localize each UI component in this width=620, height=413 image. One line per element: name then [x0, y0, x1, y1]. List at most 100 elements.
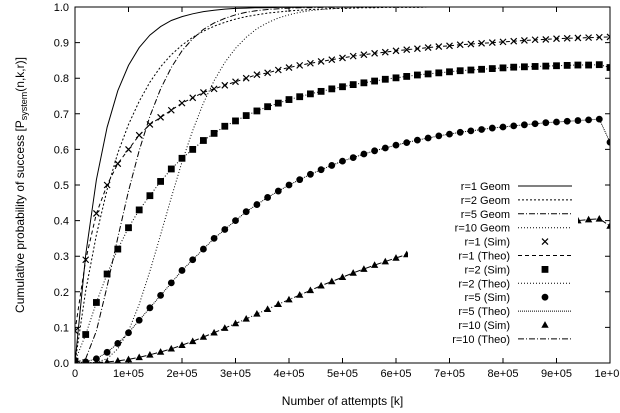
legend-label: r=5 (Sim) — [464, 292, 510, 304]
data-point-r-1-sim — [585, 34, 593, 42]
legend-item: r=10 (Sim) — [458, 320, 549, 332]
legend-item: r=2 (Sim) — [464, 264, 549, 276]
data-point-r-2-sim — [264, 103, 272, 111]
legend-label: r=5 (Theo) — [458, 306, 510, 318]
data-point-r-2-sim — [103, 270, 111, 278]
data-point-r-5-sim — [413, 136, 421, 144]
data-point-r-2-sim — [349, 81, 357, 89]
y-tick-label: 1.0 — [54, 2, 69, 14]
legend-item: r=10 Geom — [455, 223, 572, 235]
data-point-r-2-sim — [542, 62, 550, 70]
data-point-r-2-sim — [403, 73, 411, 80]
data-point-r-2-sim — [467, 66, 475, 74]
data-point-r-2-sim — [93, 299, 100, 306]
data-point-r-2-sim — [574, 61, 582, 69]
data-point-r-1-sim — [232, 78, 239, 86]
series-r-10-theo — [75, 218, 610, 363]
legend-label: r=10 Geom — [455, 223, 510, 235]
series-line-r-5-theo — [75, 118, 610, 363]
legend-label: r=1 Geom — [461, 181, 510, 193]
legend-label: r=2 (Theo) — [458, 278, 510, 290]
y-axis-label-tail: (n,k,r)] — [13, 57, 27, 92]
data-point-r-5-sim — [392, 141, 400, 149]
legend-item: r=5 Geom — [461, 209, 572, 221]
y-axis-label-subscript: system — [19, 92, 29, 121]
legend-label: r=5 Geom — [461, 209, 510, 221]
y-tick-label: 0.1 — [54, 322, 69, 334]
series-line-r-10-theo — [75, 218, 610, 363]
data-point-r-5-sim — [296, 176, 304, 184]
x-tick-label: 7e+05 — [434, 368, 465, 380]
legend-label: r=10 (Sim) — [458, 320, 510, 332]
x-tick-label: 4e+05 — [274, 368, 305, 380]
x-axis-label: Number of attempts [k] — [282, 394, 403, 408]
data-point-r-5-sim — [178, 267, 186, 274]
data-point-r-10-sim — [296, 291, 304, 298]
legend-label: r=1 (Sim) — [464, 237, 510, 249]
x-tick-label: 9e+05 — [541, 368, 572, 380]
legend-item: r=5 (Sim) — [464, 292, 549, 304]
data-point-r-1-sim — [167, 106, 175, 114]
data-point-r-1-sim — [210, 85, 218, 93]
data-point-r-1-sim — [360, 51, 368, 59]
data-point-r-5-sim — [199, 245, 207, 253]
series-r-5-geom — [75, 7, 610, 363]
x-tick-label: 3e+05 — [220, 368, 251, 380]
data-point-r-2-sim — [125, 224, 132, 232]
data-point-r-5-sim — [488, 124, 496, 132]
data-point-r-1-sim — [285, 64, 293, 71]
x-tick-label: 0 — [72, 368, 78, 380]
legend-marker — [541, 321, 549, 328]
data-point-r-1-sim — [467, 40, 475, 48]
data-point-r-5-sim — [253, 201, 261, 208]
series-line-r-5-geom — [75, 7, 610, 363]
legend-item: r=2 Geom — [461, 195, 572, 207]
legend-marker — [541, 238, 549, 246]
data-point-r-10-sim — [306, 286, 315, 294]
data-point-r-1-sim — [424, 44, 432, 52]
x-tick-label: 1e+06 — [595, 368, 620, 380]
data-point-r-2-sim — [553, 62, 560, 70]
legend-marker — [541, 265, 549, 273]
legend-item: r=1 (Sim) — [464, 237, 549, 249]
data-point-r-2-sim — [146, 192, 154, 200]
data-point-r-2-sim — [157, 178, 165, 185]
data-point-r-2-sim — [606, 64, 610, 71]
data-point-r-2-sim — [210, 129, 218, 137]
data-point-r-1-sim — [157, 113, 165, 121]
y-tick-label: 0.5 — [54, 180, 69, 192]
y-tick-label: 0.7 — [54, 109, 69, 121]
series-r-1-geom — [75, 7, 610, 363]
legend-item: r=1 Geom — [461, 181, 572, 193]
data-point-r-1-sim — [520, 37, 528, 44]
y-tick-label: 0.9 — [54, 38, 69, 50]
series-r-5-theo — [75, 118, 610, 363]
y-tick-label: 0.2 — [54, 287, 69, 299]
data-point-r-2-sim — [274, 99, 282, 107]
x-tick-label: 5e+05 — [327, 368, 358, 380]
data-point-r-1-sim — [606, 33, 610, 41]
data-point-r-5-sim — [306, 170, 314, 178]
data-point-r-1-sim — [381, 48, 389, 56]
series-r-1-theo — [75, 36, 610, 332]
data-point-r-5-sim — [135, 316, 143, 324]
data-point-r-5-sim — [521, 121, 528, 129]
data-point-r-5-sim — [125, 329, 132, 337]
data-point-r-1-sim — [542, 35, 550, 43]
y-tick-label: 0.3 — [54, 251, 69, 263]
axes: 0 1e+05 2e+05 3e+05 4e+05 5e+05 6e+05 7e+05 8e+0… — [54, 2, 620, 380]
data-point-r-10-sim — [584, 215, 593, 223]
data-point-r-1-sim — [499, 38, 507, 46]
data-point-r-2-sim — [339, 83, 346, 91]
legend-label: r=1 (Theo) — [458, 251, 510, 263]
y-axis-label-main: Cumulative probability of success [P — [13, 120, 27, 313]
legend-item: r=10 (Theo) — [452, 334, 572, 346]
data-point-r-1-sim — [403, 46, 411, 54]
legend-item: r=2 (Theo) — [458, 278, 572, 290]
data-point-r-2-sim — [285, 96, 293, 103]
data-point-r-5-sim — [456, 128, 464, 136]
data-point-r-1-sim — [306, 59, 314, 67]
legend-item: r=5 (Theo) — [458, 306, 572, 318]
data-point-r-2-sim — [371, 77, 379, 85]
y-axis-label: Cumulative probability of success [Psyst… — [13, 57, 29, 313]
